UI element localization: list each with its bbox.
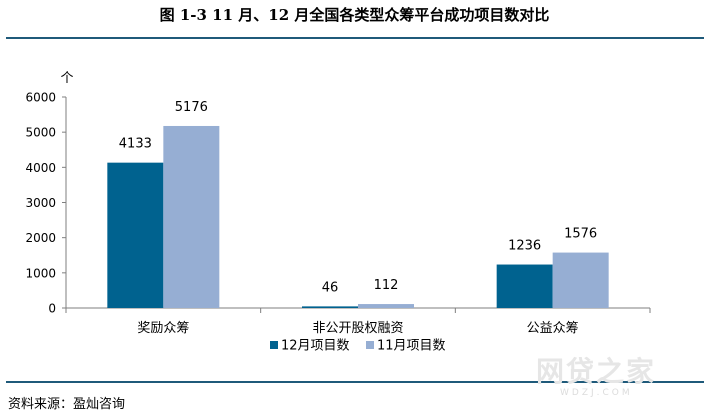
data-label: 1236 xyxy=(508,239,541,254)
bottom-divider xyxy=(6,381,704,383)
y-tick-label: 5000 xyxy=(25,126,56,140)
watermark-logo: 网贷之家 xyxy=(536,355,657,388)
data-label: 5176 xyxy=(175,100,208,115)
y-tick-label: 6000 xyxy=(25,91,56,105)
x-category-label: 非公开股权融资 xyxy=(312,320,403,336)
bar-nov xyxy=(552,252,609,308)
y-tick-label: 0 xyxy=(48,302,56,316)
legend-label: 12月项目数 xyxy=(281,339,350,354)
data-label: 1576 xyxy=(564,227,597,242)
bar-dec xyxy=(496,264,553,308)
top-divider xyxy=(6,37,704,39)
data-label: 46 xyxy=(322,280,339,295)
page-title: 图 1-3 11 月、12 月全国各类型众筹平台成功项目数对比 xyxy=(159,6,550,24)
y-tick-label: 4000 xyxy=(25,161,56,175)
legend-swatch xyxy=(366,341,374,349)
legend-swatch xyxy=(270,341,278,349)
y-tick-label: 2000 xyxy=(25,231,56,245)
bar-nov xyxy=(163,125,220,309)
y-tick-label: 3000 xyxy=(25,196,56,210)
bar-dec xyxy=(302,306,358,308)
legend-label: 11月项目数 xyxy=(377,339,446,354)
x-category-label: 奖励众筹 xyxy=(137,320,189,336)
bar-dec xyxy=(107,162,164,308)
watermark-url: WDZJ.COM xyxy=(560,388,633,398)
source-note: 资料来源：盈灿咨询 xyxy=(8,397,126,412)
x-category-label: 公益众筹 xyxy=(527,320,579,336)
y-axis-unit-label: 个 xyxy=(60,71,73,86)
data-label: 112 xyxy=(374,278,399,293)
data-label: 4133 xyxy=(119,137,152,152)
bar-nov xyxy=(358,304,414,308)
bar-chart: 个 0 1000 2000 3000 4000 5000 6000 奖励众筹 4133 5176… xyxy=(25,71,651,354)
y-tick-label: 1000 xyxy=(25,266,56,280)
